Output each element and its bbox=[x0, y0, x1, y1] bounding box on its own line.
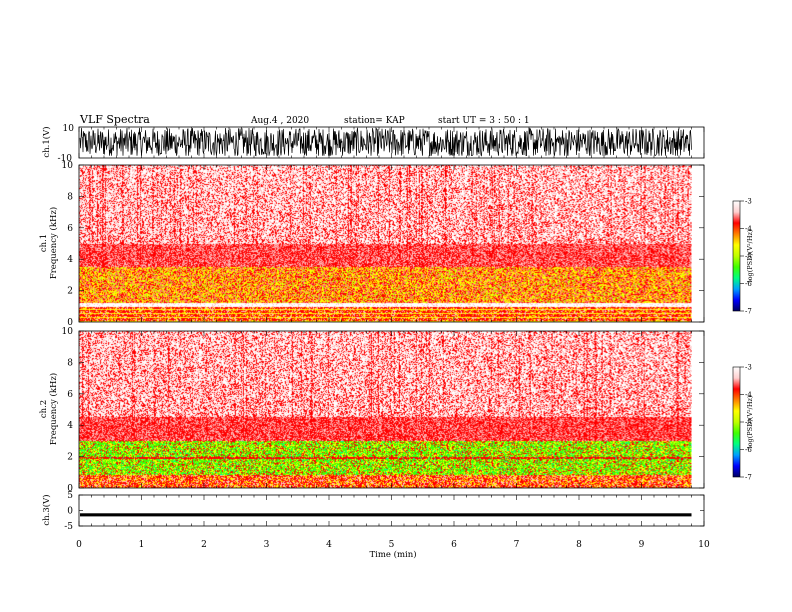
colorbar-tick-label: -6 bbox=[745, 280, 752, 288]
ch1-ytick-top: 10 bbox=[63, 124, 75, 134]
station-label: station= KAP bbox=[344, 116, 405, 126]
colorbar-tick-label: -4 bbox=[745, 391, 752, 399]
ch2-colorbar-label: log(PSD)(V²/Hz) bbox=[746, 395, 754, 448]
ch2-colorbar: -3 -4 -5 -6 -7 log(PSD)(V²/Hz) bbox=[732, 364, 754, 482]
time-tick-label: 6 bbox=[451, 540, 457, 550]
time-tick-label: 10 bbox=[698, 540, 710, 550]
ch1-waveform-trace bbox=[79, 127, 692, 158]
date-label: Aug.4 , 2020 bbox=[250, 116, 309, 126]
colorbar-tick-label: -7 bbox=[745, 308, 752, 316]
ch2-spectrogram-ytick-label: 4 bbox=[67, 421, 73, 431]
ch1-spectrogram-channel-label: ch.1 bbox=[39, 234, 49, 252]
ch1-spectrogram-ylabel: Frequency (kHz) bbox=[48, 207, 59, 279]
colorbar-tick-label: -3 bbox=[745, 198, 752, 206]
ch3-waveform-panel: 5 0 -5 ch.3(V) bbox=[41, 491, 705, 532]
ch1-spectrogram-ytick-label: 2 bbox=[67, 287, 73, 297]
ch1-spectrogram-ytick-label: 0 bbox=[67, 318, 73, 328]
time-tick-label: 4 bbox=[326, 540, 332, 550]
colorbar-tick-label: -6 bbox=[745, 446, 752, 454]
ch2-spectrogram-ytick-label: 10 bbox=[62, 327, 74, 337]
ch3-waveform-trace bbox=[80, 513, 692, 517]
ch1-colorbar-ramp bbox=[732, 200, 741, 312]
ch2-colorbar-ramp bbox=[732, 366, 741, 478]
ch1-colorbar-label: log(PSD)(V²/Hz) bbox=[746, 229, 754, 282]
ch1-spectrogram-yticks: 0 2 4 6 8 10 bbox=[62, 161, 704, 328]
ch1-spectrogram-ytick-label: 8 bbox=[67, 192, 73, 202]
ch3-waveform-ytick-label: -5 bbox=[64, 522, 73, 532]
time-tick-label: 9 bbox=[639, 540, 645, 550]
time-axis-label: Time (min) bbox=[369, 549, 416, 560]
start-time-label: start UT = 3 : 50 : 1 bbox=[438, 116, 530, 126]
colorbar-tick-label: -7 bbox=[745, 474, 752, 482]
ch1-ytick-bottom: -10 bbox=[58, 154, 73, 164]
colorbar-tick-label: -3 bbox=[745, 364, 752, 372]
time-tick-label: 1 bbox=[139, 540, 145, 550]
ch2-spectrogram-image bbox=[79, 331, 692, 488]
figure-title: VLF Spectra bbox=[79, 113, 150, 126]
ch3-waveform-ytick-label: 5 bbox=[67, 491, 73, 501]
colorbar-tick-label: -5 bbox=[745, 419, 752, 427]
colorbar-tick-label: -4 bbox=[745, 225, 752, 233]
colorbar-tick-label: -5 bbox=[745, 253, 752, 261]
ch1-waveform-ylabel: ch.1(V) bbox=[41, 126, 52, 157]
ch1-colorbar: -3 -4 -5 -6 -7 log(PSD)(V²/Hz) bbox=[732, 198, 754, 316]
ch3-waveform-yticks: 5 0 -5 bbox=[64, 491, 704, 532]
ch1-waveform-panel: 10 -10 ch.1(V) bbox=[41, 124, 705, 164]
ch2-spectrogram-yticks: 0 2 4 6 8 10 bbox=[62, 327, 704, 494]
ch2-spectrogram-panel: 0 2 4 6 8 10 ch.2 Frequency (kHz) bbox=[39, 327, 705, 494]
ch1-spectrogram-ytick-label: 4 bbox=[67, 255, 73, 265]
time-tick-label: 5 bbox=[389, 540, 395, 550]
time-tick-label: 0 bbox=[76, 540, 82, 550]
ch3-waveform-ytick-label: 0 bbox=[67, 507, 73, 517]
ch2-spectrogram-ytick-label: 0 bbox=[67, 484, 73, 494]
time-tick-label: 3 bbox=[264, 540, 270, 550]
ch1-spectrogram-ytick-label: 10 bbox=[62, 161, 74, 171]
ch1-spectrogram-panel: 0 2 4 6 8 10 ch.1 Frequency (kHz) bbox=[39, 161, 705, 328]
ch3-waveform-ylabel: ch.3(V) bbox=[41, 494, 52, 525]
time-axis: 0 1 2 3 4 5 6 7 8 9 10 bbox=[76, 540, 710, 550]
time-tick-label: 2 bbox=[201, 540, 207, 550]
ch1-spectrogram-image bbox=[79, 165, 692, 322]
ch2-spectrogram-ytick-label: 2 bbox=[67, 453, 73, 463]
time-tick-label: 7 bbox=[514, 540, 520, 550]
ch2-spectrogram-ytick-label: 8 bbox=[67, 358, 73, 368]
ch1-spectrogram-ytick-label: 6 bbox=[67, 224, 73, 234]
ch2-spectrogram-ytick-label: 6 bbox=[67, 390, 73, 400]
ch2-spectrogram-channel-label: ch.2 bbox=[39, 400, 49, 418]
time-tick-label: 8 bbox=[576, 540, 582, 550]
ch2-spectrogram-ylabel: Frequency (kHz) bbox=[48, 373, 59, 445]
